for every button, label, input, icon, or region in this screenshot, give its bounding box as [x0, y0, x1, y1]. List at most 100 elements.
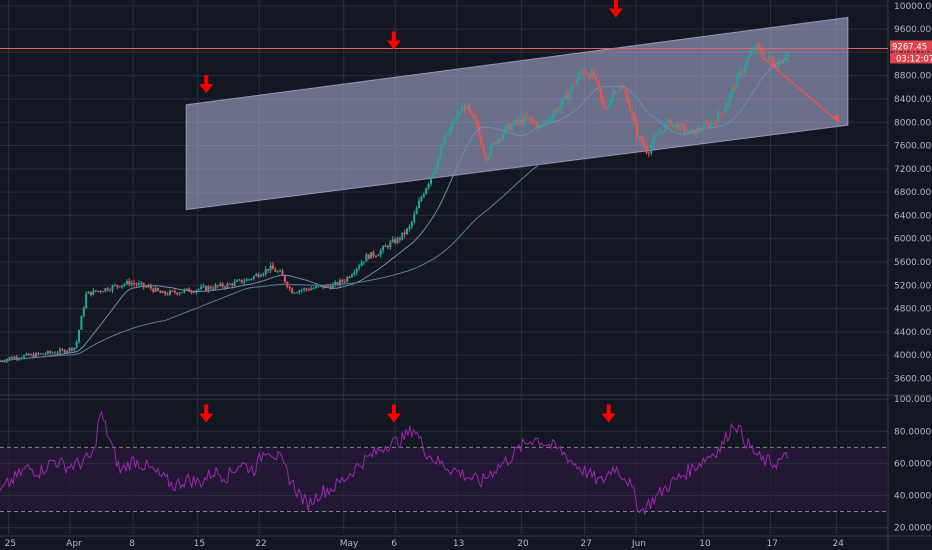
arrow-head: [601, 413, 616, 423]
candle-body: [257, 274, 260, 277]
arrow-head: [199, 413, 214, 423]
candle-body: [312, 288, 315, 290]
y-tick-label: 7600.00: [894, 142, 931, 152]
candle-body: [358, 266, 361, 269]
candle-body: [106, 288, 109, 291]
candle-body: [240, 279, 243, 283]
candle-body: [432, 172, 435, 178]
candle-body: [724, 107, 727, 114]
candle-body: [37, 353, 40, 355]
candle-body: [271, 265, 274, 270]
candle-body: [736, 75, 739, 89]
candle-body: [714, 121, 717, 123]
candle-body: [61, 349, 64, 351]
candle-body: [334, 282, 337, 285]
candle-body: [437, 156, 440, 167]
candle-body: [365, 254, 368, 262]
candle-body: [410, 221, 413, 227]
y-tick-label: 4800.00: [894, 305, 931, 315]
candle-body: [398, 237, 401, 240]
down-marker-arrow: [199, 75, 214, 94]
candle-body: [480, 135, 483, 147]
candle-body: [633, 114, 636, 123]
candle-body: [231, 283, 234, 286]
candle-body: [655, 134, 658, 138]
candle-body: [523, 116, 526, 125]
candle-body: [255, 274, 258, 277]
moving-average-fast: [0, 57, 788, 362]
candle-body: [3, 361, 6, 363]
candle-body: [92, 290, 95, 295]
candle-body: [164, 291, 167, 295]
rsi-down-marker-arrow: [199, 404, 214, 423]
candle-body: [113, 285, 116, 287]
candle-body: [712, 121, 715, 123]
arrow-head: [199, 84, 214, 94]
candle-body: [700, 129, 703, 131]
candle-body: [616, 91, 619, 93]
candles-group: [0, 41, 789, 363]
x-tick-label: 6: [391, 539, 397, 549]
candle-body: [731, 86, 734, 94]
candle-body: [638, 135, 641, 138]
x-tick-label: Jun: [631, 539, 646, 549]
candle-body: [192, 292, 195, 294]
candle-body: [461, 106, 464, 113]
candle-body: [760, 47, 763, 55]
candle-body: [252, 276, 255, 279]
y-tick-label: 8800.00: [894, 72, 931, 82]
candle-body: [726, 101, 729, 108]
candle-body: [350, 274, 353, 278]
candle-body: [104, 288, 107, 292]
candle-body: [463, 106, 466, 110]
candle-body: [767, 56, 770, 59]
candle-body: [188, 288, 191, 292]
candle-body: [599, 88, 602, 99]
candle-body: [25, 353, 28, 356]
candle-body: [183, 289, 186, 293]
candle-body: [233, 281, 236, 286]
candle-body: [659, 131, 662, 134]
candle-body: [559, 105, 562, 112]
candle-body: [236, 280, 239, 282]
candle-body: [494, 142, 497, 144]
x-tick-label: 27: [580, 539, 591, 549]
candle-body: [504, 127, 507, 134]
candle-body: [34, 353, 37, 357]
candle-body: [10, 357, 13, 359]
candle-body: [475, 118, 478, 125]
candle-body: [671, 124, 674, 127]
candle-body: [439, 147, 442, 157]
candle-body: [750, 49, 753, 55]
candle-body: [485, 153, 488, 161]
y-tick-label: 8000.00: [894, 118, 931, 128]
candle-body: [561, 98, 564, 106]
candle-body: [449, 127, 452, 135]
candle-body: [216, 285, 219, 287]
candle-body: [542, 123, 545, 125]
projection-arrow-head: [833, 114, 840, 123]
candle-body: [530, 117, 533, 121]
candle-body: [702, 123, 705, 130]
candle-body: [293, 292, 296, 294]
x-tick-label: 10: [699, 539, 711, 549]
candle-body: [786, 52, 789, 58]
candle-body: [30, 354, 33, 356]
y-tick-label: 4000.00: [894, 351, 931, 361]
candle-body: [571, 84, 574, 91]
candle-body: [300, 289, 303, 291]
candle-body: [647, 152, 650, 154]
rsi-y-tick-label: 40.0000: [894, 491, 931, 501]
candle-body: [39, 353, 42, 355]
y-tick-label: 5200.00: [894, 281, 931, 291]
x-tick-label: 13: [453, 539, 464, 549]
candle-body: [611, 91, 614, 99]
candle-body: [372, 252, 375, 257]
candle-body: [384, 245, 387, 247]
candle-body: [173, 290, 176, 293]
y-tick-label: 7200.00: [894, 165, 931, 175]
candle-body: [734, 86, 737, 89]
candle-body: [413, 214, 416, 222]
candle-body: [482, 146, 485, 154]
